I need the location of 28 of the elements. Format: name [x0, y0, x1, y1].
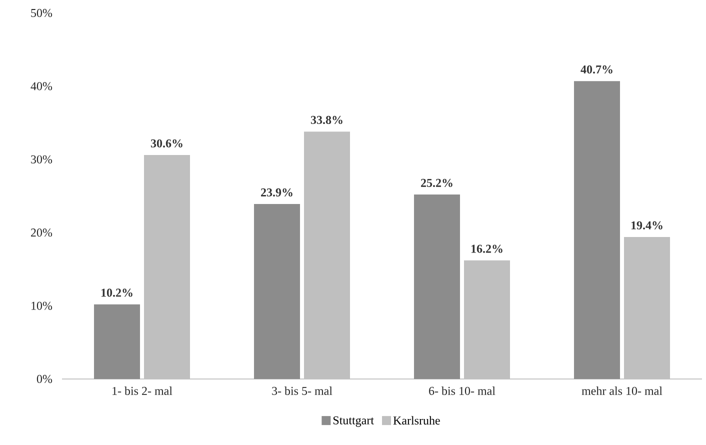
x-tick-label: 3- bis 5- mal: [272, 386, 332, 395]
data-label: 19.4%: [631, 221, 662, 230]
bar: [624, 236, 670, 379]
x-tick-label: 6- bis 10- mal: [429, 386, 496, 395]
data-label: 23.9%: [261, 188, 292, 197]
data-label: 16.2%: [471, 244, 502, 253]
bar: [254, 204, 300, 379]
y-tick-label: 20%: [31, 228, 52, 237]
data-label: 40.7%: [580, 65, 612, 74]
data-label: 25.2%: [421, 178, 452, 188]
bar: [464, 260, 510, 379]
y-tick-label: 30%: [31, 155, 52, 164]
bar: [94, 304, 140, 379]
data-label: 10.2%: [101, 288, 132, 297]
bar: [574, 81, 620, 379]
data-label: 30.6%: [150, 139, 182, 148]
x-tick-label: mehr als 10- mal: [582, 386, 662, 395]
legend-label: Stuttgart: [333, 416, 374, 427]
data-label: 33.8%: [310, 116, 342, 124]
legend-label: Karlsruhe: [393, 416, 440, 425]
bar: [414, 194, 460, 379]
y-tick-label: 50%: [31, 8, 52, 18]
y-tick-label: 0%: [36, 374, 52, 384]
y-tick-label: 10%: [32, 302, 52, 310]
bar: [304, 132, 350, 379]
y-tick-label: 40%: [30, 82, 52, 90]
bar: [144, 155, 190, 379]
x-tick-label: 1- bis 2- mal: [112, 386, 172, 395]
